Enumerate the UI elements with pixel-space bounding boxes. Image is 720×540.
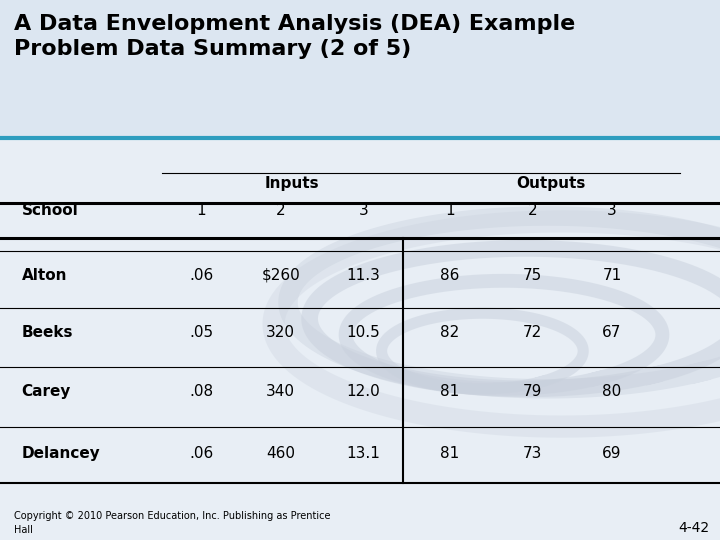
Text: Delancey: Delancey: [22, 446, 100, 461]
Text: 10.5: 10.5: [347, 325, 380, 340]
Text: 1: 1: [445, 203, 455, 218]
Text: 86: 86: [441, 268, 459, 283]
Text: Inputs: Inputs: [264, 176, 319, 191]
Text: 340: 340: [266, 384, 295, 399]
Text: 81: 81: [441, 446, 459, 461]
Text: 3: 3: [359, 203, 369, 218]
Text: A Data Envelopment Analysis (DEA) Example
Problem Data Summary (2 of 5): A Data Envelopment Analysis (DEA) Exampl…: [14, 14, 576, 59]
Text: School: School: [22, 203, 78, 218]
Text: 80: 80: [603, 384, 621, 399]
Text: 11.3: 11.3: [346, 268, 381, 283]
Text: 2: 2: [276, 203, 286, 218]
Text: 71: 71: [603, 268, 621, 283]
Text: Outputs: Outputs: [516, 176, 585, 191]
Text: .08: .08: [189, 384, 214, 399]
Text: .06: .06: [189, 268, 214, 283]
Text: .06: .06: [189, 446, 214, 461]
Text: 72: 72: [523, 325, 542, 340]
FancyBboxPatch shape: [0, 0, 720, 138]
Text: 1: 1: [197, 203, 207, 218]
Text: Alton: Alton: [22, 268, 67, 283]
Text: 320: 320: [266, 325, 295, 340]
Text: 69: 69: [602, 446, 622, 461]
Text: 460: 460: [266, 446, 295, 461]
Text: 13.1: 13.1: [346, 446, 381, 461]
Text: 4-42: 4-42: [678, 521, 709, 535]
Text: 2: 2: [528, 203, 538, 218]
Text: 3: 3: [607, 203, 617, 218]
Text: Beeks: Beeks: [22, 325, 73, 340]
Text: 81: 81: [441, 384, 459, 399]
Text: 82: 82: [441, 325, 459, 340]
Text: 67: 67: [603, 325, 621, 340]
Text: $260: $260: [261, 268, 300, 283]
Text: Copyright © 2010 Pearson Education, Inc. Publishing as Prentice
Hall: Copyright © 2010 Pearson Education, Inc.…: [14, 511, 331, 535]
Text: 79: 79: [523, 384, 542, 399]
Text: 73: 73: [523, 446, 542, 461]
Text: 75: 75: [523, 268, 542, 283]
Text: 12.0: 12.0: [347, 384, 380, 399]
Text: .05: .05: [189, 325, 214, 340]
Text: Carey: Carey: [22, 384, 71, 399]
